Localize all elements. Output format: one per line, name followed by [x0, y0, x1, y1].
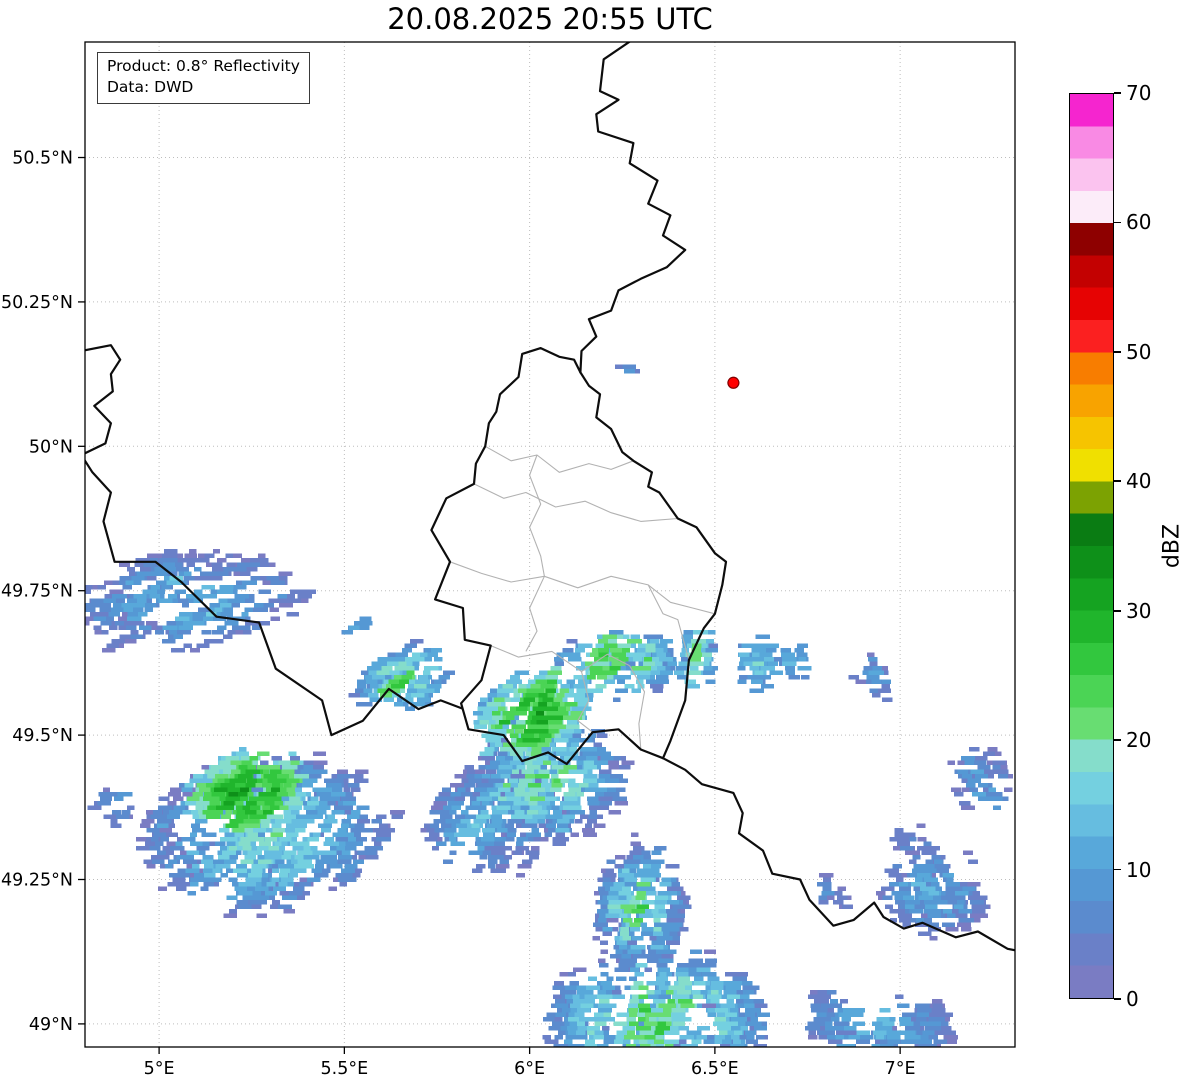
colorbar-tick	[1114, 998, 1121, 1000]
colorbar-tick-label: 40	[1126, 469, 1152, 494]
colorbar-tick	[1114, 351, 1121, 353]
y-tick-label: 49.75°N	[1, 582, 73, 602]
colorbar-unit-label: dBZ	[1159, 523, 1185, 569]
colorbar-tick-label: 70	[1126, 81, 1152, 105]
plot-border	[84, 41, 1016, 1048]
country-border-belgium-germany	[579, 42, 687, 374]
radar-echo-layer-2	[85, 364, 1009, 1047]
region-border	[473, 483, 678, 522]
colorbar-tick-label: 0	[1126, 987, 1139, 1011]
colorbar-tick-label: 30	[1126, 598, 1152, 623]
colorbar-tick	[1114, 480, 1121, 483]
colorbar-tick-label: 20	[1126, 728, 1152, 753]
region-border	[484, 445, 634, 473]
colorbar-tick-label: 50	[1126, 339, 1152, 364]
country-border-france-germany	[661, 757, 1015, 952]
colorbar-tick	[1114, 92, 1121, 94]
region-border	[449, 561, 716, 615]
x-tick-label: 5°E	[144, 1059, 175, 1079]
y-tick-label: 50.25°N	[1, 293, 73, 313]
product-label: Product: 0.8° Reflectivity	[107, 57, 300, 75]
region-border	[647, 584, 690, 661]
colorbar-tick-label: 10	[1126, 857, 1152, 882]
colorbar-gradient	[1069, 93, 1114, 999]
radar-echo-layer-12	[213, 702, 548, 806]
colorbar-tick	[1114, 868, 1121, 871]
y-tick-label: 50.5°N	[12, 149, 73, 169]
figure-title: 20.08.2025 20:55 UTC	[387, 2, 713, 36]
radar-site-marker	[727, 376, 740, 389]
country-border-france-belgium	[85, 344, 464, 737]
radar-echo-layer-6	[169, 576, 764, 1047]
colorbar-tick	[1114, 739, 1121, 741]
colorbar-tick-label: 60	[1126, 210, 1152, 235]
x-tick-label: 6.5°E	[691, 1059, 739, 1079]
y-tick-label: 49°N	[29, 1015, 73, 1035]
colorbar-tick	[1114, 221, 1121, 224]
radar-echo-layer-11	[216, 688, 563, 815]
x-tick-label: 5.5°E	[321, 1059, 369, 1079]
region-border	[525, 576, 545, 652]
x-tick-label: 6°E	[514, 1059, 545, 1079]
plot-area	[85, 42, 1015, 1047]
data-source-label: Data: DWD	[107, 78, 194, 97]
region-border	[629, 665, 646, 750]
region-border	[529, 454, 545, 577]
region-border	[577, 671, 593, 733]
colorbar-tick	[1114, 609, 1121, 612]
colorbar: 0 10 20 30 40 50 60 70 dBZ	[1069, 81, 1202, 1011]
y-tick-label: 50°N	[29, 437, 73, 457]
y-tick-label: 49.5°N	[12, 726, 73, 746]
radar-echo-layer-4	[121, 571, 996, 1047]
product-annotation-box: Product: 0.8° Reflectivity Data: DWD	[97, 52, 310, 104]
y-tick-label: 49.25°N	[1, 871, 73, 891]
country-border-luxembourg	[430, 347, 728, 766]
x-tick-label: 7°E	[885, 1059, 916, 1079]
region-border	[490, 645, 630, 673]
